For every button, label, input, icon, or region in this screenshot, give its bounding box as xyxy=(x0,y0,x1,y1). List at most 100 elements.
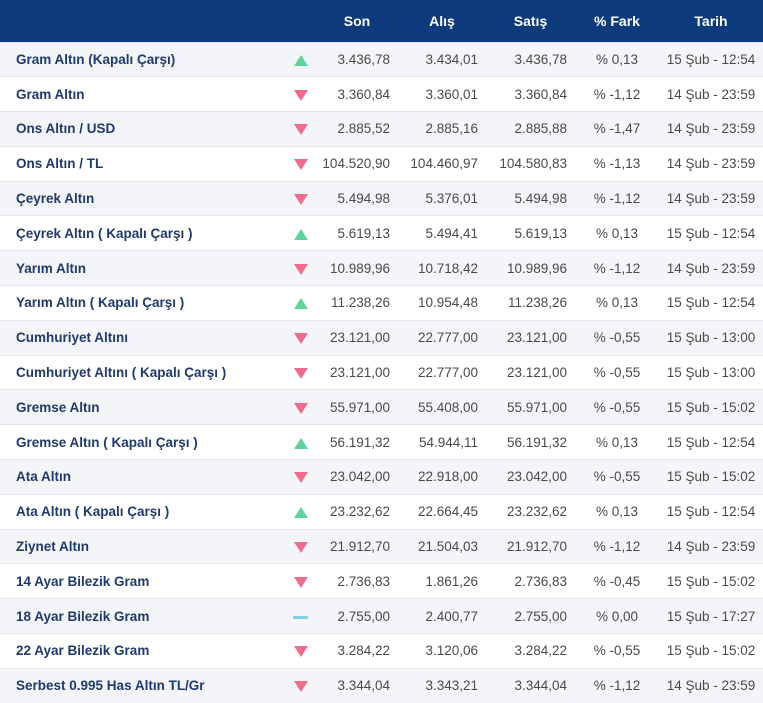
trend-cell xyxy=(285,633,316,669)
table-row[interactable]: Gremse Altın 55.971,00 55.408,00 55.971,00%… xyxy=(0,389,763,425)
fark-value: % -1,13 xyxy=(575,145,659,182)
fark-value: % 0,13 xyxy=(575,41,659,77)
arrow-up-icon xyxy=(293,298,308,310)
table-row[interactable]: Çeyrek Altın ( Kapalı Çarşı ) 5.619,13 5.4… xyxy=(0,215,763,251)
tarih-value: 15 Şub - 15:02 xyxy=(659,563,763,599)
son-value: 23.121,00 xyxy=(316,354,398,390)
header-son[interactable]: Son xyxy=(343,12,371,29)
satis-value: 56.191,32 xyxy=(486,424,575,460)
table-header: Son Alış Satış % Fark Tarih xyxy=(0,0,763,42)
trend-cell xyxy=(285,528,316,564)
instrument-name[interactable]: 14 Ayar Bilezik Gram xyxy=(0,563,285,599)
table-row[interactable]: Çeyrek Altın 5.494,98 5.376,01 5.494,98% -1… xyxy=(0,180,763,216)
trend-cell xyxy=(285,598,316,634)
table-row[interactable]: Yarım Altın ( Kapalı Çarşı ) 11.238,26 10.… xyxy=(0,285,763,321)
fark-value: % -0,55 xyxy=(575,633,659,669)
instrument-name[interactable]: Cumhuriyet Altını xyxy=(0,319,285,356)
table-row[interactable]: Gram Altın 3.360,84 3.360,01 3.360,84% -1,1… xyxy=(0,76,763,112)
instrument-name[interactable]: 22 Ayar Bilezik Gram xyxy=(0,633,285,669)
fark-value: % 0,13 xyxy=(575,493,659,530)
table-row[interactable]: Cumhuriyet Altını ( Kapalı Çarşı ) 23.121… xyxy=(0,354,763,390)
instrument-name[interactable]: Ons Altın / USD xyxy=(0,111,285,147)
fark-value: % -1,47 xyxy=(575,111,659,147)
table-row[interactable]: Gremse Altın ( Kapalı Çarşı ) 56.191,32 54… xyxy=(0,424,763,460)
table-row[interactable]: 22 Ayar Bilezik Gram 3.284,22 3.120,06 3.28… xyxy=(0,633,763,669)
satis-value: 3.284,22 xyxy=(486,633,575,669)
trend-cell xyxy=(285,250,316,286)
header-satis[interactable]: Satış xyxy=(513,12,548,29)
table-row[interactable]: 14 Ayar Bilezik Gram 2.736,83 1.861,26 2.73… xyxy=(0,563,763,599)
instrument-name[interactable]: Ziynet Altın xyxy=(0,528,285,564)
tarih-value: 15 Şub - 12:54 xyxy=(659,493,763,530)
alis-value: 2.885,16 xyxy=(398,111,486,147)
alis-value: 5.494,41 xyxy=(398,215,486,251)
tarih-value: 14 Şub - 23:59 xyxy=(659,76,763,112)
satis-value: 11.238,26 xyxy=(486,285,575,321)
tarih-value: 15 Şub - 13:00 xyxy=(659,354,763,390)
trend-cell xyxy=(285,285,316,321)
fark-value: % -1,12 xyxy=(575,528,659,564)
table-row[interactable]: Ata Altın ( Kapalı Çarşı ) 23.232,62 22.66… xyxy=(0,493,763,530)
arrow-down-icon xyxy=(293,124,308,136)
instrument-name[interactable]: Gremse Altın xyxy=(0,389,285,425)
fark-value: % -1,12 xyxy=(575,250,659,286)
instrument-name[interactable]: Cumhuriyet Altını ( Kapalı Çarşı ) xyxy=(0,354,285,390)
satis-value: 2.755,00 xyxy=(486,598,575,634)
arrow-up-icon xyxy=(293,54,308,66)
table-row[interactable]: Cumhuriyet Altını 23.121,00 22.777,00 23.12… xyxy=(0,319,763,356)
instrument-name[interactable]: Çeyrek Altın xyxy=(0,180,285,216)
instrument-name[interactable]: 18 Ayar Bilezik Gram xyxy=(0,598,285,634)
trend-cell xyxy=(285,563,316,599)
trend-cell xyxy=(285,145,316,182)
instrument-name[interactable]: Yarım Altın ( Kapalı Çarşı ) xyxy=(0,285,285,321)
table-row[interactable]: Ons Altın / USD 2.885,52 2.885,16 2.885,88%… xyxy=(0,111,763,147)
instrument-name[interactable]: Gram Altın (Kapalı Çarşı) xyxy=(0,41,285,77)
satis-value: 23.121,00 xyxy=(486,319,575,356)
satis-value: 23.042,00 xyxy=(486,459,575,495)
satis-value: 55.971,00 xyxy=(486,389,575,425)
trend-cell xyxy=(285,41,316,77)
satis-value: 2.736,83 xyxy=(486,563,575,599)
fark-value: % 0,13 xyxy=(575,424,659,460)
alis-value: 22.777,00 xyxy=(398,319,486,356)
table-row[interactable]: Ziynet Altın 21.912,70 21.504,03 21.912,70%… xyxy=(0,528,763,564)
instrument-name[interactable]: Çeyrek Altın ( Kapalı Çarşı ) xyxy=(0,215,285,251)
alis-value: 3.343,21 xyxy=(398,667,486,703)
instrument-name[interactable]: Gremse Altın ( Kapalı Çarşı ) xyxy=(0,424,285,460)
instrument-name[interactable]: Yarım Altın xyxy=(0,250,285,286)
header-alis[interactable]: Alış xyxy=(429,12,455,29)
instrument-name[interactable]: Ons Altın / TL xyxy=(0,145,285,182)
trend-cell xyxy=(285,180,316,216)
alis-value: 5.376,01 xyxy=(398,180,486,216)
alis-value: 55.408,00 xyxy=(398,389,486,425)
fark-value: % -0,55 xyxy=(575,389,659,425)
tarih-value: 14 Şub - 23:59 xyxy=(659,528,763,564)
alis-value: 104.460,97 xyxy=(398,145,486,182)
header-tarih[interactable]: Tarih xyxy=(694,12,728,29)
satis-value: 2.885,88 xyxy=(486,111,575,147)
header-fark[interactable]: % Fark xyxy=(594,12,640,29)
son-value: 3.360,84 xyxy=(316,76,398,112)
son-value: 21.912,70 xyxy=(316,528,398,564)
arrow-down-icon xyxy=(293,368,308,379)
table-row[interactable]: Ata Altın 23.042,00 22.918,00 23.042,00% -0… xyxy=(0,459,763,495)
table-row[interactable]: 18 Ayar Bilezik Gram 2.755,00 2.400,77 2.75… xyxy=(0,598,763,634)
instrument-name[interactable]: Gram Altın xyxy=(0,76,285,112)
son-value: 104.520,90 xyxy=(316,145,398,182)
instrument-name[interactable]: Ata Altın ( Kapalı Çarşı ) xyxy=(0,493,285,530)
table-row[interactable]: Serbest 0.995 Has Altın TL/Gr 3.344,04 3.3… xyxy=(0,667,763,703)
son-value: 10.989,96 xyxy=(316,250,398,286)
tarih-value: 15 Şub - 15:02 xyxy=(659,633,763,669)
table-row[interactable]: Yarım Altın 10.989,96 10.718,42 10.989,96% … xyxy=(0,250,763,286)
son-value: 23.232,62 xyxy=(316,493,398,530)
trend-cell xyxy=(285,493,316,530)
instrument-name[interactable]: Serbest 0.995 Has Altın TL/Gr xyxy=(0,667,285,703)
tarih-value: 15 Şub - 12:54 xyxy=(659,41,763,77)
arrow-down-icon xyxy=(293,472,308,484)
satis-value: 5.494,98 xyxy=(486,180,575,216)
table-row[interactable]: Ons Altın / TL 104.520,90 104.460,97 104.58… xyxy=(0,145,763,182)
instrument-name[interactable]: Ata Altın xyxy=(0,459,285,495)
table-row[interactable]: Gram Altın (Kapalı Çarşı) 3.436,78 3.434,0… xyxy=(0,41,763,77)
tarih-value: 15 Şub - 12:54 xyxy=(659,215,763,251)
fark-value: % -0,55 xyxy=(575,459,659,495)
